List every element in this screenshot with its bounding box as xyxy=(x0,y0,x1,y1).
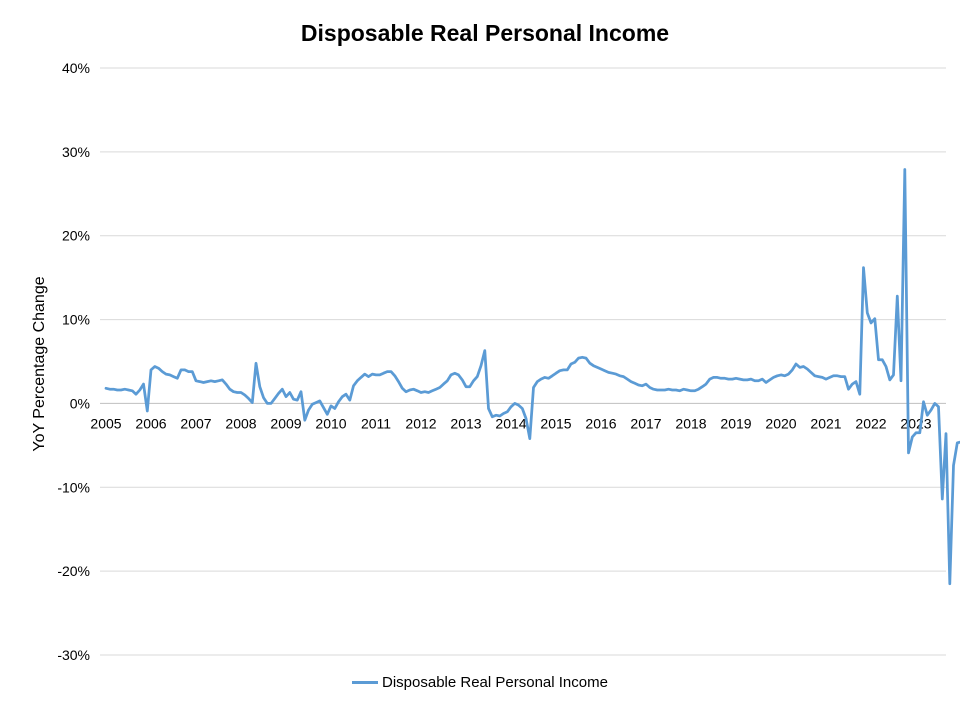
y-tick-label: 0% xyxy=(70,395,90,411)
x-tick-label: 2020 xyxy=(765,415,796,431)
x-tick-label: 2019 xyxy=(720,415,751,431)
y-tick-label: -10% xyxy=(57,479,90,495)
y-tick-label: -30% xyxy=(57,647,90,663)
x-tick-label: 2012 xyxy=(405,415,436,431)
x-tick-label: 2014 xyxy=(495,415,526,431)
x-tick-label: 2007 xyxy=(180,415,211,431)
x-tick-label: 2017 xyxy=(630,415,661,431)
x-tick-label: 2022 xyxy=(855,415,886,431)
chart-title: Disposable Real Personal Income xyxy=(300,20,670,46)
x-tick-label: 2010 xyxy=(315,415,346,431)
legend-swatch xyxy=(352,681,378,684)
x-tick-label: 2021 xyxy=(810,415,841,431)
x-axis-tick-labels: 2005 2006 2007 2008 2009 2010 2011 2012 2013 2014… xyxy=(90,415,931,431)
y-tick-label: -20% xyxy=(57,563,90,579)
series-line xyxy=(104,168,960,586)
y-tick-label: 10% xyxy=(62,312,90,328)
series-layer xyxy=(104,168,960,586)
y-tick-label: 30% xyxy=(62,144,90,160)
y-axis-label: YoY Percentage Change xyxy=(31,276,48,451)
x-tick-label: 2016 xyxy=(585,415,616,431)
x-tick-label: 2023 xyxy=(900,415,931,431)
x-tick-label: 2011 xyxy=(361,415,391,431)
x-tick-label: 2018 xyxy=(675,415,706,431)
x-tick-label: 2009 xyxy=(270,415,301,431)
x-tick-label: 2008 xyxy=(225,415,256,431)
y-tick-label: 40% xyxy=(62,60,90,76)
x-tick-label: 2005 xyxy=(90,415,121,431)
gridlines xyxy=(100,67,946,656)
legend-label: Disposable Real Personal Income xyxy=(382,674,608,691)
legend: Disposable Real Personal Income xyxy=(352,674,608,691)
x-tick-label: 2015 xyxy=(540,415,571,431)
x-tick-label: 2006 xyxy=(135,415,166,431)
y-axis-tick-labels: 40% 30% 20% 10% 0% -10% -20% -30% xyxy=(57,60,90,663)
y-tick-label: 20% xyxy=(62,228,90,244)
x-tick-label: 2013 xyxy=(450,415,481,431)
